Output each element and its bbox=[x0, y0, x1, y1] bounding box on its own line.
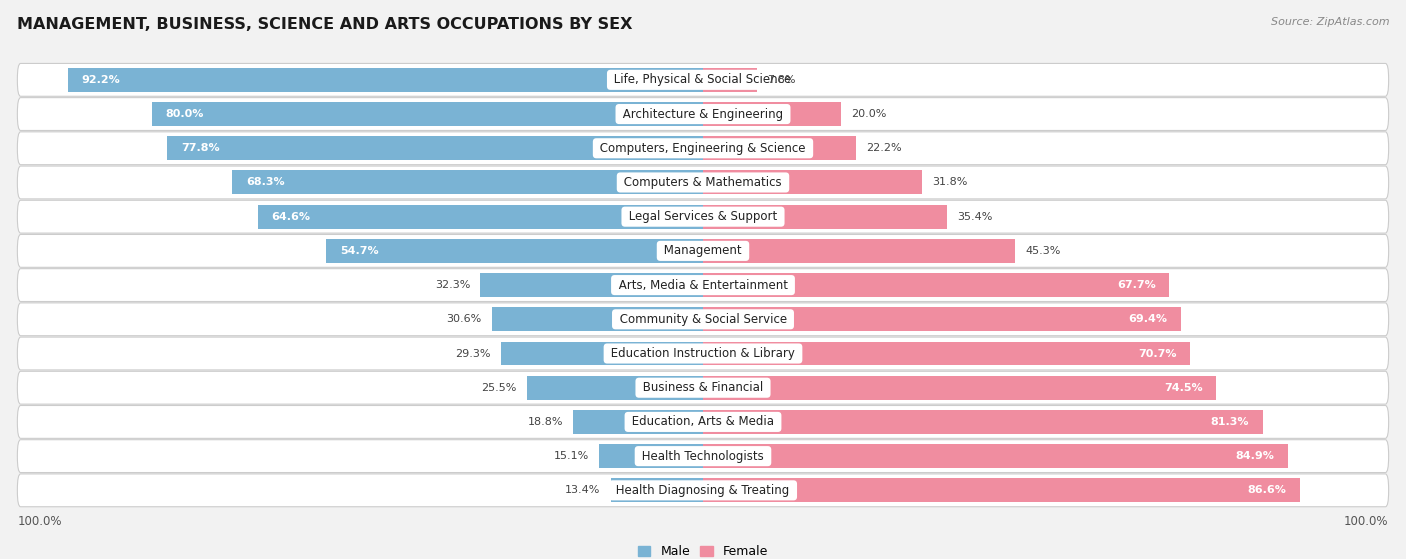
FancyBboxPatch shape bbox=[17, 200, 1389, 233]
Bar bbox=[703, 239, 1015, 263]
Text: 18.8%: 18.8% bbox=[527, 417, 564, 427]
Text: 86.6%: 86.6% bbox=[1247, 485, 1286, 495]
Text: Management: Management bbox=[661, 244, 745, 257]
Text: 54.7%: 54.7% bbox=[340, 246, 378, 256]
FancyBboxPatch shape bbox=[17, 474, 1389, 507]
Bar bbox=[501, 342, 703, 366]
FancyBboxPatch shape bbox=[17, 337, 1389, 370]
Bar bbox=[703, 307, 1181, 331]
Bar bbox=[257, 205, 703, 229]
FancyBboxPatch shape bbox=[17, 98, 1389, 130]
FancyBboxPatch shape bbox=[17, 440, 1389, 472]
Text: 25.5%: 25.5% bbox=[482, 383, 517, 393]
Text: 20.0%: 20.0% bbox=[851, 109, 887, 119]
Bar bbox=[703, 444, 1288, 468]
Bar bbox=[703, 102, 841, 126]
Text: 68.3%: 68.3% bbox=[246, 177, 285, 187]
Bar bbox=[703, 410, 1263, 434]
FancyBboxPatch shape bbox=[17, 234, 1389, 267]
Text: 31.8%: 31.8% bbox=[932, 177, 967, 187]
Text: 7.8%: 7.8% bbox=[768, 75, 796, 85]
Text: 45.3%: 45.3% bbox=[1025, 246, 1060, 256]
Text: 64.6%: 64.6% bbox=[271, 212, 311, 222]
Text: Health Technologists: Health Technologists bbox=[638, 449, 768, 463]
Text: 70.7%: 70.7% bbox=[1137, 348, 1177, 358]
FancyBboxPatch shape bbox=[17, 269, 1389, 301]
Bar bbox=[703, 376, 1216, 400]
Text: 22.2%: 22.2% bbox=[866, 143, 901, 153]
FancyBboxPatch shape bbox=[17, 371, 1389, 404]
Text: Business & Financial: Business & Financial bbox=[638, 381, 768, 394]
Text: 77.8%: 77.8% bbox=[181, 143, 219, 153]
FancyBboxPatch shape bbox=[17, 303, 1389, 336]
Bar bbox=[527, 376, 703, 400]
Bar bbox=[703, 342, 1189, 366]
Text: 100.0%: 100.0% bbox=[1344, 515, 1389, 528]
Text: Health Diagnosing & Treating: Health Diagnosing & Treating bbox=[613, 484, 793, 497]
Text: 32.3%: 32.3% bbox=[434, 280, 470, 290]
FancyBboxPatch shape bbox=[17, 132, 1389, 165]
Text: Source: ZipAtlas.com: Source: ZipAtlas.com bbox=[1271, 17, 1389, 27]
Text: Legal Services & Support: Legal Services & Support bbox=[626, 210, 780, 223]
Bar bbox=[232, 170, 703, 195]
Text: Life, Physical & Social Science: Life, Physical & Social Science bbox=[610, 73, 796, 86]
Bar bbox=[167, 136, 703, 160]
Bar bbox=[599, 444, 703, 468]
FancyBboxPatch shape bbox=[17, 63, 1389, 96]
Text: MANAGEMENT, BUSINESS, SCIENCE AND ARTS OCCUPATIONS BY SEX: MANAGEMENT, BUSINESS, SCIENCE AND ARTS O… bbox=[17, 17, 633, 32]
Bar bbox=[67, 68, 703, 92]
Bar bbox=[492, 307, 703, 331]
Text: 81.3%: 81.3% bbox=[1211, 417, 1250, 427]
Text: Education, Arts & Media: Education, Arts & Media bbox=[628, 415, 778, 428]
Legend: Male, Female: Male, Female bbox=[633, 540, 773, 559]
Bar bbox=[703, 273, 1170, 297]
FancyBboxPatch shape bbox=[17, 166, 1389, 199]
Text: 15.1%: 15.1% bbox=[554, 451, 589, 461]
Text: 74.5%: 74.5% bbox=[1164, 383, 1202, 393]
Text: Arts, Media & Entertainment: Arts, Media & Entertainment bbox=[614, 278, 792, 292]
Text: 67.7%: 67.7% bbox=[1116, 280, 1156, 290]
Bar bbox=[326, 239, 703, 263]
Text: Computers, Engineering & Science: Computers, Engineering & Science bbox=[596, 142, 810, 155]
Bar bbox=[481, 273, 703, 297]
Text: 92.2%: 92.2% bbox=[82, 75, 121, 85]
Text: 100.0%: 100.0% bbox=[17, 515, 62, 528]
Text: 84.9%: 84.9% bbox=[1236, 451, 1274, 461]
Text: 80.0%: 80.0% bbox=[166, 109, 204, 119]
Text: Architecture & Engineering: Architecture & Engineering bbox=[619, 107, 787, 121]
Text: 69.4%: 69.4% bbox=[1129, 314, 1167, 324]
Text: Community & Social Service: Community & Social Service bbox=[616, 313, 790, 326]
Bar bbox=[574, 410, 703, 434]
FancyBboxPatch shape bbox=[17, 405, 1389, 438]
Text: Education Instruction & Library: Education Instruction & Library bbox=[607, 347, 799, 360]
Text: 29.3%: 29.3% bbox=[456, 348, 491, 358]
Text: 35.4%: 35.4% bbox=[957, 212, 993, 222]
Text: Computers & Mathematics: Computers & Mathematics bbox=[620, 176, 786, 189]
Bar bbox=[703, 68, 756, 92]
Bar bbox=[610, 479, 703, 503]
Bar bbox=[703, 479, 1299, 503]
Text: 30.6%: 30.6% bbox=[447, 314, 482, 324]
Bar bbox=[703, 136, 856, 160]
Bar bbox=[703, 170, 922, 195]
Bar bbox=[152, 102, 703, 126]
Text: 13.4%: 13.4% bbox=[565, 485, 600, 495]
Bar bbox=[703, 205, 946, 229]
